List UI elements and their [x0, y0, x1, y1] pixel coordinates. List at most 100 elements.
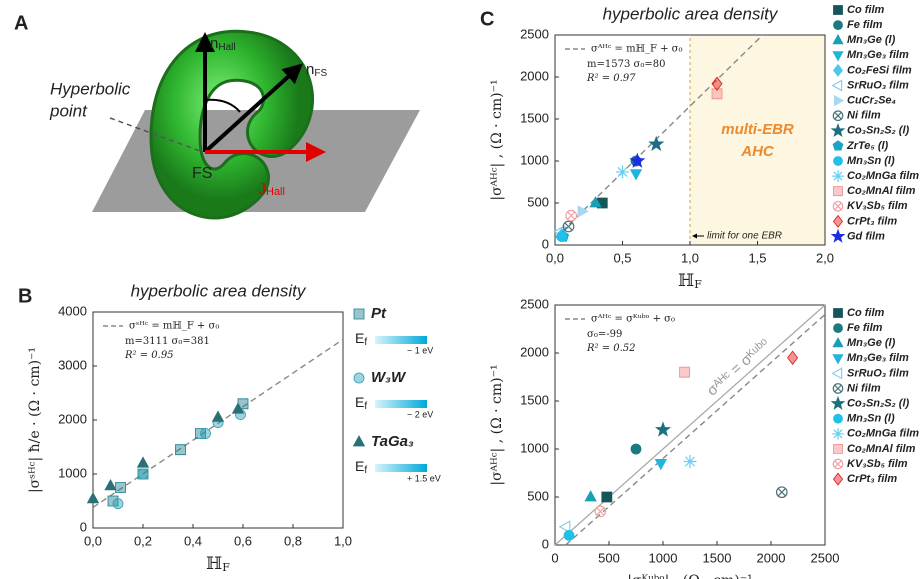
label-j-hall: JHall [258, 181, 285, 198]
y-tick-label: 2500 [520, 26, 549, 41]
legend-label: Mn₃Ge (l) [847, 337, 896, 349]
axis-label-main: ℍ [206, 554, 222, 574]
legend-marker [832, 427, 844, 440]
x-tick-label: 0,5 [613, 250, 631, 265]
marker [679, 366, 690, 378]
legend-marker [831, 79, 843, 92]
y-tick-label: 500 [527, 488, 549, 503]
legend-marker [832, 354, 844, 365]
legend-marker [832, 63, 844, 77]
y-tick-label: 1000 [520, 152, 549, 167]
ef-bar [375, 464, 427, 472]
fit-param-label: m= [587, 59, 605, 70]
legend-label: Fe film [847, 322, 883, 334]
marker [654, 459, 668, 471]
fermi-surface [152, 32, 311, 217]
ef-label: Ef [355, 458, 367, 476]
fit-param: 1573 [605, 59, 630, 70]
label-fs: FS [192, 165, 212, 182]
label-main: J [258, 181, 266, 198]
legend-marker [830, 395, 846, 410]
fit-r2: R² = 0.95 [124, 350, 174, 361]
fit-param-label: R² = [586, 343, 613, 354]
chart-title: hyperbolic area density [603, 4, 779, 23]
marker [648, 135, 665, 152]
label-n-fs: nFS [306, 61, 327, 79]
marker [584, 490, 597, 502]
y-tick-label: 1500 [520, 110, 549, 125]
identity-line [554, 304, 826, 546]
marker [654, 421, 672, 437]
legend-label: Co film [847, 4, 884, 16]
legend-label: CuCr₂Se₄ [847, 95, 896, 107]
y-axis-label: |σᴬᴴᶜ| , (Ω · cm)⁻¹ [489, 79, 505, 200]
legend-label: CrPt₃ film [847, 215, 897, 227]
legend-label: KV₃Sb₅ film [847, 200, 908, 212]
marker [787, 350, 799, 365]
marker [562, 220, 575, 233]
arrow-n-fs [203, 63, 303, 154]
marker [629, 152, 646, 168]
x-tick-label: 2,0 [816, 250, 834, 265]
fit-param: -99 [606, 329, 622, 340]
axis-label-sub: F [694, 278, 702, 291]
label-hyperbolic: point [49, 101, 88, 120]
label-hyperbolic: Hyperbolic [50, 79, 131, 98]
x-tick-label: 0,8 [284, 533, 302, 548]
legend-marker [833, 323, 843, 333]
x-tick-label: 0,4 [184, 533, 202, 548]
fit-params: m=1573 σ₀=80 [587, 59, 665, 70]
marker [86, 492, 100, 504]
legend-label: Mn₃Ge₃ film [847, 352, 909, 364]
y-tick-label: 2000 [520, 344, 549, 359]
x-tick-label: 0,6 [234, 533, 252, 548]
legend-marker [832, 458, 844, 470]
y-tick-label: 0 [542, 236, 549, 251]
marker [558, 520, 571, 534]
x-tick-label: 500 [598, 550, 620, 565]
angle-arc [204, 98, 241, 113]
x-tick-label: 1500 [703, 550, 732, 565]
label-sub: Hall [218, 42, 235, 53]
fit-equation: σᴬᴴᶜ = σᴷᵘᵇᵒ + σ₀ [591, 314, 675, 325]
diagram: A nHall nFS Hyperbolic point FS JHall [14, 12, 420, 220]
legend-label: TaGa₃ [371, 433, 414, 450]
fit-param: 381 [191, 336, 210, 347]
marker [104, 479, 117, 491]
axis-label: ℍF [678, 271, 702, 292]
y-axis-label: |σˢᴴᶜ| ħ/e · (Ω · cm)⁻¹ [27, 347, 43, 493]
fit-params: σ₀=-99 [587, 329, 622, 340]
legend-shift: − 2 eV [407, 409, 433, 419]
legend-label: ZrTe₅ (l) [846, 140, 889, 152]
legend-marker [832, 51, 844, 62]
region-label: AHC [740, 143, 775, 160]
legend-marker [830, 228, 846, 243]
fit-equation: σˢᴴᶜ = mℍ_F + σ₀ [129, 321, 219, 332]
fit-line [554, 34, 764, 239]
marker [683, 454, 697, 468]
region-label: multi-EBR [721, 121, 794, 138]
legend-label: Co₃Sn₂S₂ (l) [847, 125, 909, 137]
fit-param: 0.95 [151, 350, 173, 361]
y-tick-label: 2500 [520, 296, 549, 311]
axis-label-main: ℍ [678, 271, 694, 291]
fit-r2: R² = 0.97 [586, 73, 636, 84]
legend-label: CrPt₃ film [847, 473, 897, 485]
marker [107, 495, 119, 507]
x-tick-label: 0,0 [546, 250, 564, 265]
fit-param-label: R² = [124, 350, 151, 361]
legend-marker [833, 413, 843, 424]
ef-sub: f [364, 337, 367, 348]
legend-label: SrRuO₃ film [847, 367, 909, 379]
marker [136, 456, 150, 468]
y-tick-label: 0 [542, 536, 549, 551]
legend-label: Co film [847, 307, 884, 319]
fit-param: 3111 [143, 336, 168, 347]
marker [594, 505, 607, 518]
legend-label: Ni film [847, 382, 881, 394]
legend-label: Co₂MnGa film [847, 170, 919, 182]
marker [775, 486, 788, 498]
fit-param: 0.97 [613, 73, 636, 84]
marker [231, 402, 245, 414]
legend-marker [833, 186, 843, 197]
